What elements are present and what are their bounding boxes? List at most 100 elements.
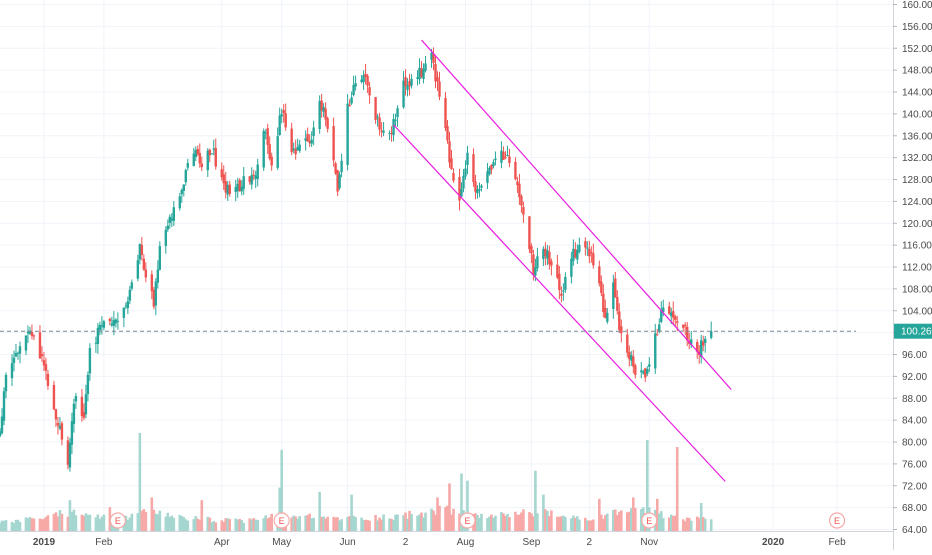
earnings-marker[interactable]: E: [641, 512, 658, 529]
candle-body: [466, 152, 469, 166]
volume-bar: [673, 515, 677, 531]
candle-body: [700, 340, 703, 358]
volume-bar: [12, 523, 16, 531]
volume-bar: [72, 509, 76, 531]
volume-bar: [220, 520, 224, 531]
volume-bar: [338, 520, 341, 531]
candle-body: [54, 409, 58, 420]
volume-bar: [30, 518, 34, 531]
volume-bar: [262, 518, 266, 531]
volume-bar: [196, 518, 200, 531]
volume-bar: [620, 510, 623, 531]
candle-body: [228, 184, 231, 194]
volume-bar: [14, 519, 18, 531]
volume-bar: [536, 513, 539, 531]
volume-bar: [618, 511, 621, 531]
volume-bar: [178, 514, 182, 531]
earnings-marker[interactable]: E: [459, 512, 476, 529]
volume-bar: [60, 513, 64, 531]
volume-bar: [671, 515, 675, 531]
candle-body: [410, 78, 413, 86]
candle-body: [684, 324, 687, 326]
price-axis-label: 140.00: [902, 109, 932, 120]
volume-bar: [530, 513, 533, 531]
volume-bar: [669, 514, 673, 531]
volume-bar: [382, 514, 385, 531]
volume-bar: [570, 518, 573, 531]
candle-body: [138, 243, 142, 260]
candle-body: [194, 149, 197, 158]
candle-body: [660, 310, 663, 322]
volume-bar: [522, 509, 525, 531]
earnings-marker[interactable]: E: [109, 512, 126, 529]
candle-body: [290, 128, 293, 153]
volume-bar: [222, 521, 226, 531]
volume-bar: [186, 520, 190, 531]
candle-body: [528, 216, 531, 250]
volume-bar: [558, 516, 561, 531]
price-axis-label: 120.00: [902, 219, 932, 230]
candle-body: [206, 150, 209, 171]
candle-body: [214, 147, 217, 167]
price-axis-label: 116.00: [902, 241, 932, 252]
earnings-marker[interactable]: E: [828, 512, 846, 529]
time-axis-label: Sep: [523, 537, 541, 548]
candle-body: [668, 306, 671, 314]
volume-bar: [709, 519, 713, 531]
volume-bar: [627, 511, 631, 531]
volume-bar: [598, 498, 601, 531]
candle-body: [614, 278, 617, 298]
volume-bar: [56, 516, 60, 531]
candle-body: [590, 252, 593, 254]
time-axis-label: Aug: [457, 537, 475, 548]
candle-body: [110, 323, 114, 326]
volume-bar: [28, 517, 32, 531]
volume-bar: [152, 509, 156, 531]
volume-bar: [252, 518, 256, 531]
volume-bar: [126, 519, 130, 531]
candle-body: [600, 281, 603, 293]
candle-body: [324, 108, 327, 120]
candle-body: [604, 307, 607, 318]
volume-bar: [278, 487, 281, 531]
volume-bar: [586, 520, 589, 531]
volume-bar: [318, 491, 321, 531]
volume-bar: [362, 520, 365, 531]
earnings-marker[interactable]: E: [273, 512, 290, 529]
price-axis-label: 160.00: [902, 0, 932, 11]
volume-bar: [324, 518, 327, 531]
candle-body: [86, 374, 90, 395]
volume-bar: [631, 497, 635, 531]
candle-body: [266, 128, 269, 145]
candle-body: [396, 108, 399, 117]
candle-body: [704, 338, 707, 343]
candle-body: [458, 176, 461, 201]
volume-bar: [572, 515, 575, 531]
candle-body: [634, 365, 637, 375]
volume-bar: [250, 519, 254, 531]
candle-body: [670, 312, 673, 317]
volume-bar: [659, 511, 663, 531]
volume-bar: [74, 515, 78, 531]
candle-body: [516, 181, 519, 186]
volume-bar: [478, 517, 481, 531]
candle-body: [702, 341, 705, 346]
candle-body: [416, 77, 419, 79]
candle-body: [444, 97, 447, 129]
volume-bar: [629, 508, 633, 531]
volume-bar: [446, 505, 449, 531]
candle-body: [486, 171, 489, 183]
time-axis-label: 2020: [762, 537, 785, 548]
volume-bar: [2, 520, 6, 531]
volume-bar: [396, 514, 399, 531]
earnings-marker-label: E: [279, 516, 285, 526]
candle-body: [368, 87, 371, 96]
candle-body: [438, 81, 441, 97]
candle-body: [474, 181, 477, 192]
candle-body: [136, 260, 140, 279]
price-axis-label: 128.00: [902, 175, 932, 186]
volume-bar: [98, 519, 102, 531]
candle-body: [542, 248, 545, 259]
